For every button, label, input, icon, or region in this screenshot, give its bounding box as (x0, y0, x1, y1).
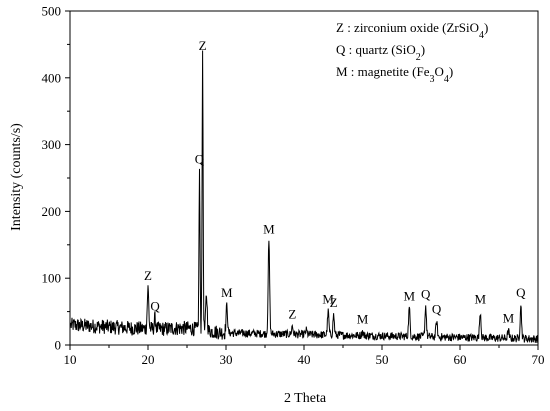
peak-label: Q (421, 286, 431, 301)
peak-label: M (221, 285, 233, 300)
peak-label: M (322, 292, 334, 307)
peak-label: M (357, 312, 369, 327)
y-tick-label: 400 (42, 70, 62, 85)
peak-label: Q (150, 298, 160, 313)
peak-label: M (474, 292, 486, 307)
peak-label: Z (330, 295, 338, 310)
peak-label: Z (199, 38, 207, 53)
peak-label: M (404, 288, 416, 303)
y-tick-label: 500 (42, 4, 62, 19)
x-tick-label: 60 (454, 352, 467, 367)
x-tick-label: 30 (220, 352, 233, 367)
x-tick-label: 10 (64, 352, 77, 367)
peak-label: Q (432, 302, 442, 317)
peak-label: M (503, 310, 515, 325)
peak-label: Z (288, 306, 296, 321)
x-tick-label: 70 (532, 352, 545, 367)
peak-label: M (263, 221, 275, 236)
peak-label: Q (516, 285, 526, 300)
axes (69, 10, 539, 346)
y-tick-label: 0 (55, 338, 62, 353)
x-tick-label: 40 (298, 352, 311, 367)
x-axis-title: 2 Theta (284, 391, 327, 406)
y-tick-label: 300 (42, 137, 62, 152)
x-tick-label: 50 (376, 352, 389, 367)
y-tick-label: 100 (42, 271, 62, 286)
x-tick-label: 20 (142, 352, 155, 367)
peak-label: Z (144, 268, 152, 283)
y-axis-title: Intensity (counts/s) (9, 123, 24, 231)
ticks: 10 20 30 40 50 60 70 0 100 200 300 400 500 (42, 4, 545, 368)
plot-frame (69, 10, 539, 346)
legend-entry: Q : quartz (SiO2) (336, 42, 425, 63)
diffraction-pattern (70, 50, 539, 343)
legend: Z : zirconium oxide (ZrSiO4)Q : quartz (… (336, 20, 488, 85)
peak-label: Q (195, 151, 205, 166)
xrd-series-line (70, 50, 539, 343)
y-tick-label: 200 (42, 204, 62, 219)
legend-entry: Z : zirconium oxide (ZrSiO4) (336, 20, 488, 41)
legend-entry: M : magnetite (Fe3O4) (336, 64, 453, 85)
